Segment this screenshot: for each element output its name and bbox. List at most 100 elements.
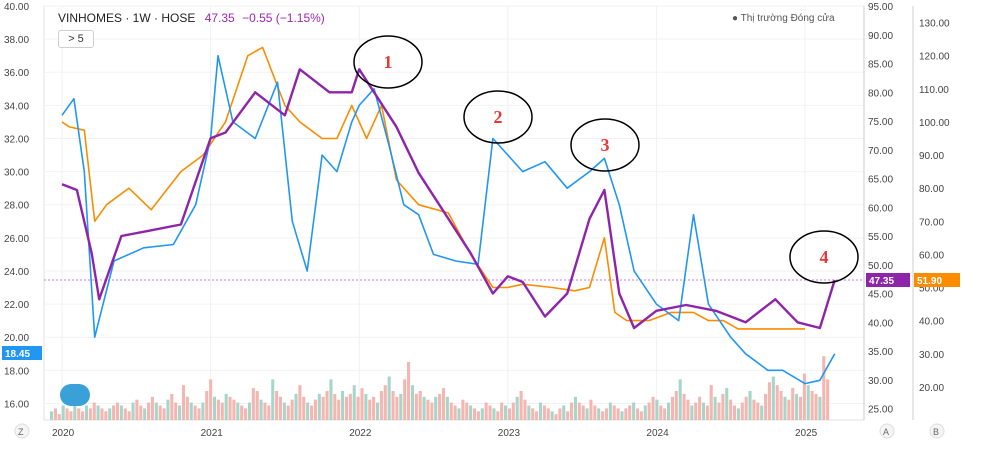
volume-bar [585, 408, 589, 420]
volume-bar [492, 408, 496, 420]
mid-axis-tick-label: 35.00 [868, 347, 893, 358]
volume-bar [414, 393, 418, 420]
mid-axis-tick-label: 75.00 [868, 117, 893, 128]
volume-bar [647, 402, 651, 420]
volume-bar [523, 399, 527, 420]
volume-bar [542, 405, 546, 420]
volume-bar [822, 356, 826, 420]
volume-bar [438, 393, 442, 420]
volume-bar [802, 373, 806, 420]
volume-bar [608, 402, 612, 420]
symbol-label: VINHOMES · 1W · HOSE [58, 11, 196, 25]
price-change: −0.55 (−1.15%) [242, 11, 325, 25]
indicator-count-button[interactable]: > 5 [58, 30, 94, 48]
volume-bar [150, 396, 154, 420]
volume-bar [286, 405, 290, 420]
volume-bar [387, 376, 391, 420]
volume-bar [779, 391, 783, 420]
volume-bar [760, 405, 764, 420]
volume-bar [119, 405, 123, 420]
volume-bar [767, 382, 771, 420]
volume-bar [104, 411, 108, 420]
volume-bar [73, 402, 77, 420]
volume-bar [620, 411, 624, 420]
volume-bar [181, 385, 186, 420]
volume-bar [251, 388, 255, 420]
volume-bar [333, 393, 337, 420]
volume-bar [247, 402, 251, 420]
volume-bar [519, 391, 523, 420]
volume-bar [236, 402, 240, 420]
volume-bar [197, 408, 201, 420]
volume-bar [717, 402, 721, 420]
volume-bar [764, 393, 768, 420]
volume-bar [352, 385, 356, 420]
volume-bar [701, 402, 706, 420]
volume-bar [686, 399, 690, 420]
volume-bar [667, 402, 671, 420]
volume-bar [748, 391, 752, 420]
volume-bar [810, 391, 814, 420]
volume-bar [224, 393, 228, 420]
volume-bar [639, 411, 643, 420]
volume-bar [659, 405, 663, 420]
volume-bar [212, 396, 217, 420]
volume-bar [244, 408, 248, 420]
volume-bar [570, 402, 574, 420]
volume-bar [806, 385, 810, 420]
volume-bar [616, 408, 620, 420]
volume-bar [410, 385, 414, 420]
volume-bar [290, 399, 294, 420]
volume-bar [302, 396, 306, 420]
volume-bar [325, 391, 329, 420]
volume-bar [92, 402, 96, 420]
volume-bar [593, 405, 597, 420]
volume-bar [282, 402, 286, 420]
volume-bar [403, 379, 407, 420]
x-tick-label: 2023 [498, 428, 521, 439]
volume-bar [271, 379, 275, 420]
volume-bar [135, 399, 139, 420]
volume-bar [96, 405, 100, 420]
mid-axis-tick-label: 45.00 [868, 290, 893, 301]
mid-axis-tick-label: 90.00 [868, 31, 893, 42]
axis-badge-bg [929, 423, 945, 439]
volume-bar [426, 399, 430, 420]
volume-bar [678, 379, 682, 420]
volume-bar [232, 399, 236, 420]
volume-bar [57, 414, 61, 420]
volume-bar [488, 405, 492, 420]
volume-bar [775, 385, 779, 420]
right-axis-tick-label: 120.00 [919, 52, 950, 63]
volume-bar [736, 408, 740, 420]
orange-series-line [61, 46, 805, 330]
volume-bar [329, 379, 333, 420]
left-axis-tick-label: 18.00 [4, 366, 29, 377]
volume-bar [589, 399, 593, 420]
volume-bar [465, 402, 469, 420]
volume-bar [216, 399, 220, 420]
left-axis-tick-label: 34.00 [4, 101, 29, 112]
volume-bar [787, 399, 791, 420]
chart-header: VINHOMES · 1W · HOSE 47.35 −0.55 (−1.15%… [58, 11, 325, 25]
volume-bar [220, 402, 224, 420]
volume-bar [259, 399, 263, 420]
volume-bar [360, 388, 364, 420]
tradingview-logo-icon [60, 384, 90, 406]
volume-bar [310, 405, 314, 420]
mid-axis-tick-label: 55.00 [868, 232, 893, 243]
right-axis-tick-label: 110.00 [919, 85, 949, 96]
right-axis-tick-label: 70.00 [919, 217, 944, 228]
left-axis-tick-label: 38.00 [4, 35, 29, 46]
volume-bar [469, 405, 473, 420]
volume-bar [515, 396, 519, 420]
volume-bar [628, 405, 632, 420]
x-tick-label: 2020 [52, 428, 75, 439]
volume-bar [732, 405, 737, 420]
volume-bar [527, 405, 531, 420]
volume-bar [449, 402, 453, 420]
volume-bar [713, 396, 717, 420]
volume-bar [61, 405, 65, 420]
volume-bar [538, 402, 543, 420]
